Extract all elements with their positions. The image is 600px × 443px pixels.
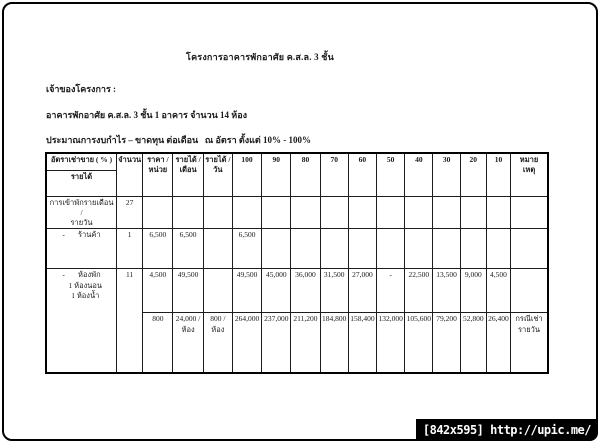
header-row-top: อัตราเช่าขาย ( % ) จำนวน ราคา / หน่วย รา… <box>45 152 549 197</box>
col-header-10: 10 <box>485 152 512 197</box>
watermark-badge: [842x595] http://upic.me/ <box>415 419 598 441</box>
col-header-20: 20 <box>459 152 487 197</box>
col-header-50: 50 <box>376 152 406 197</box>
col-header-remark: หมาย เหตุ <box>510 152 549 197</box>
projection-table: อัตราเช่าขาย ( % ) จำนวน ราคา / หน่วย รา… <box>45 152 549 375</box>
col-header-40: 40 <box>404 152 434 197</box>
col-header-80: 80 <box>290 152 321 197</box>
doc-estimate-line: ประมาณการงบกำไร – ขาดทุน ต่อเดือน ณ อัตร… <box>46 135 312 145</box>
corner-header-rate: อัตราเช่าขาย ( % ) <box>45 152 118 171</box>
row-label: - ห้องพัก 1 ห้องนอน 1 ห้องน้ำ <box>45 268 118 374</box>
col-header-income-day: รายได้ / วัน <box>202 152 233 197</box>
corner-header-income: รายได้ <box>45 170 118 197</box>
row-label: การเข้าพักรายเดือน / รายวัน <box>45 195 118 230</box>
row-label: - ร้านค้า <box>45 228 118 270</box>
col-header-30: 30 <box>432 152 461 197</box>
col-header-qty: จำนวน <box>116 152 144 197</box>
col-header-90: 90 <box>261 152 292 197</box>
doc-title: โครงการอาคารพักอาศัย ค.ส.ล. 3 ชั้น <box>186 52 334 62</box>
cell-qty: 1 <box>116 228 144 270</box>
cell-qty: 27 <box>116 195 144 230</box>
cell-remark: 26,400 <box>485 312 512 374</box>
table-row-room-daily: 800 24,000 / ห้อง 800 / ห้อง 264,000 237… <box>46 312 549 374</box>
col-header-60: 60 <box>347 152 378 197</box>
col-header-70: 70 <box>319 152 349 197</box>
col-header-100: 100 <box>231 152 263 197</box>
col-header-income-month: รายได้ / เดือน <box>172 152 204 197</box>
cell-qty: 11 <box>116 268 144 374</box>
doc-building-line: อาคารพักอาศัย ค.ส.ล. 3 ชั้น 1 อาคาร จำนว… <box>46 110 248 120</box>
table-row-shop: - ร้านค้า 1 6,500 6,500 6,500 <box>45 228 549 270</box>
table-row-occupancy: การเข้าพักรายเดือน / รายวัน 27 <box>45 195 549 230</box>
doc-owner-label: เจ้าของโครงการ : <box>46 84 117 94</box>
table-row-room-monthly: - ห้องพัก 1 ห้องนอน 1 ห้องน้ำ 11 4,500 4… <box>45 268 549 374</box>
col-header-price-unit: ราคา / หน่วย <box>142 152 174 197</box>
cell-remark-note: กรณีเช่า รายวัน <box>510 312 549 374</box>
